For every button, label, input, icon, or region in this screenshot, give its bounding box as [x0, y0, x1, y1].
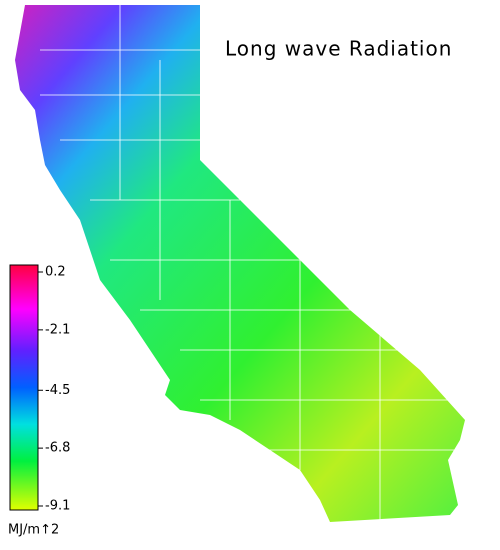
colorbar-tick-label: -4.5	[45, 383, 70, 398]
map-title: Long wave Radiation	[225, 37, 452, 61]
colorbar-tick-label: 0.2	[45, 265, 66, 280]
colorbar-tick-label: -2.1	[45, 322, 70, 337]
california-map	[15, 5, 465, 522]
colorbar-tick-label: -6.8	[45, 441, 70, 456]
colorbar-tick-label: -9.1	[45, 499, 70, 514]
colorbar-unit: MJ/m↑2	[8, 523, 59, 538]
colorbar	[9, 264, 39, 511]
county-lines	[40, 5, 460, 520]
